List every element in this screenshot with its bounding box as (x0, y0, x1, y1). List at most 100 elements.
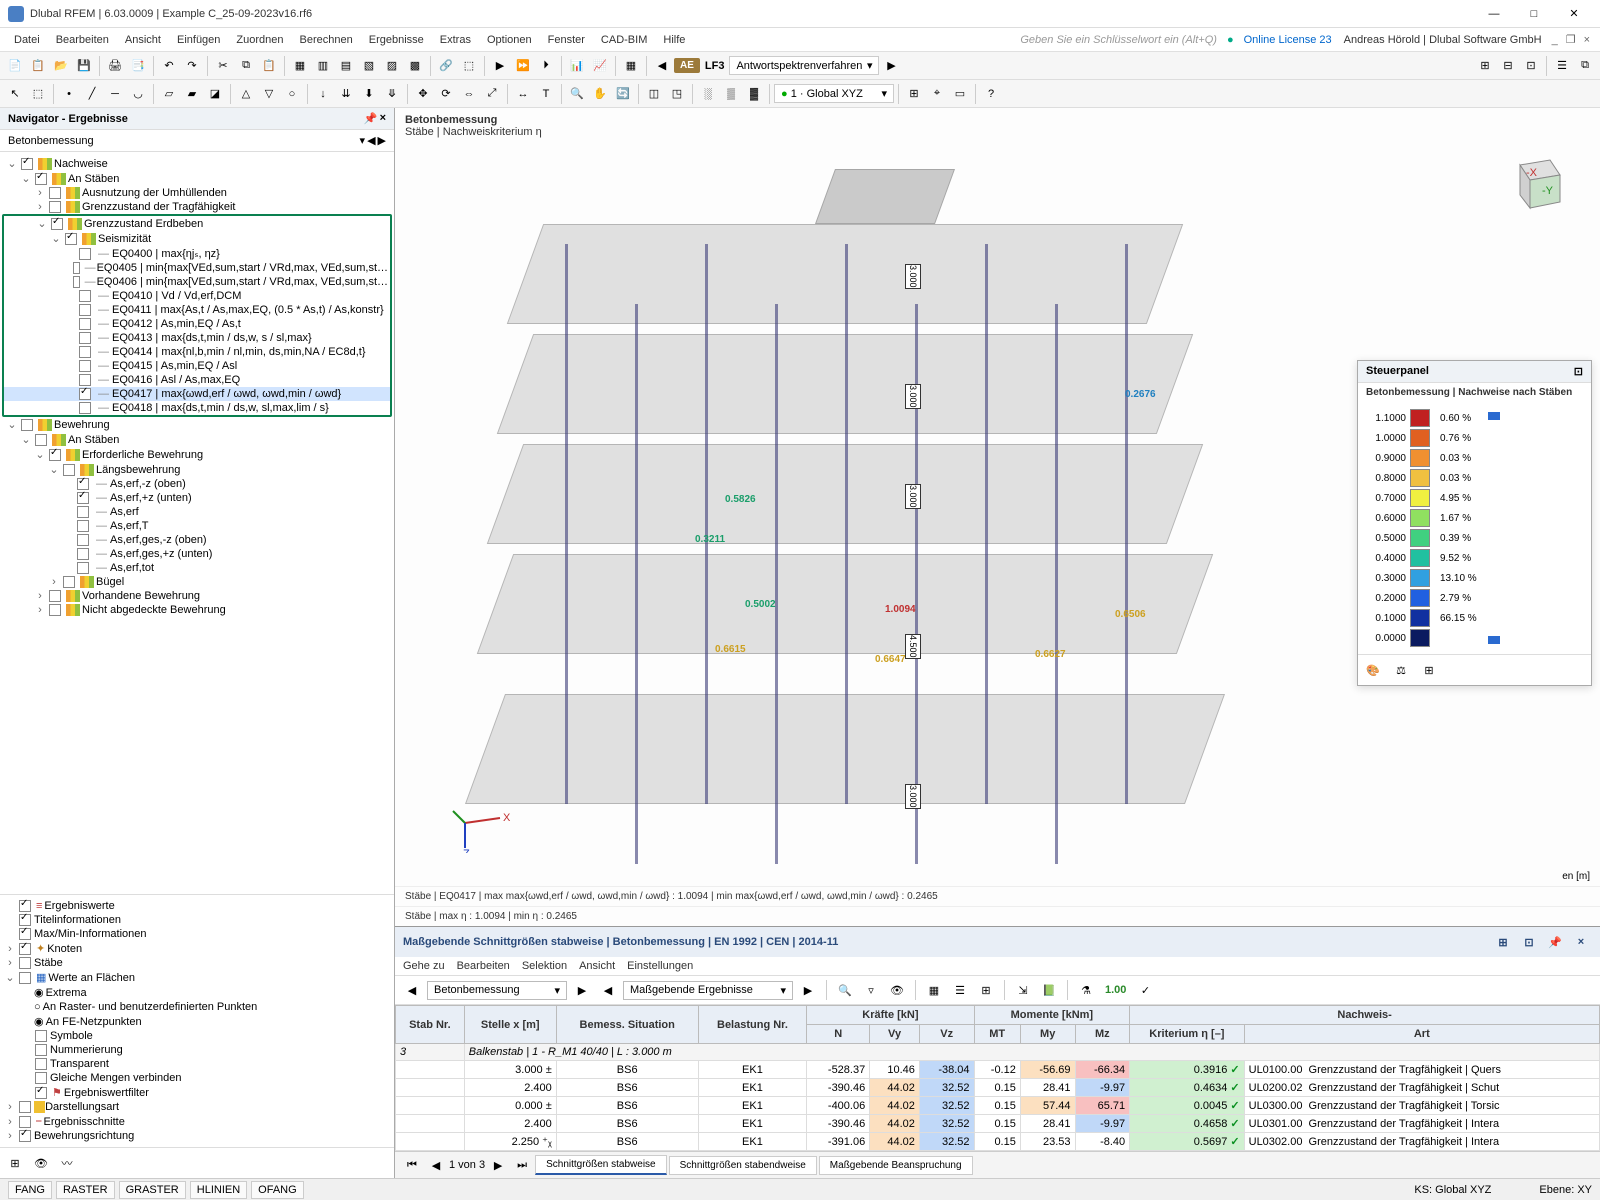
menu-extras[interactable]: Extras (432, 31, 479, 49)
surf2-icon[interactable]: ▰ (181, 83, 203, 105)
menu-hilfe[interactable]: Hilfe (655, 31, 693, 49)
col-mt[interactable]: MT (974, 1025, 1020, 1044)
redo-icon[interactable]: ↷ (181, 55, 203, 77)
sup2-icon[interactable]: ▽ (258, 83, 280, 105)
navigator-close-icon[interactable]: × (380, 112, 386, 125)
nav-next2-icon[interactable]: ▶ (797, 979, 819, 1001)
view6-icon[interactable]: ▩ (404, 55, 426, 77)
shape-icon[interactable]: ⬚ (458, 55, 480, 77)
persp-icon[interactable]: ◳ (666, 83, 688, 105)
tree-eq0414[interactable]: —EQ0414 | max{nl,b,min / nl,min, ds,min,… (4, 345, 390, 359)
tmenu-gehe[interactable]: Gehe zu (403, 960, 445, 972)
rotate-icon[interactable]: ⟳ (435, 83, 457, 105)
tree-seismizitaet[interactable]: ⌄Seismizität (4, 231, 390, 246)
navigator-pin-icon[interactable]: 📌 (364, 112, 378, 125)
tab-schnitt-stabend[interactable]: Schnittgrößen stabendweise (669, 1156, 817, 1175)
tree-eq0418[interactable]: —EQ0418 | max{ds,t,min / ds,w, sl,max,li… (4, 401, 390, 415)
menu-zuordnen[interactable]: Zuordnen (228, 31, 291, 49)
menu-fenster[interactable]: Fenster (540, 31, 593, 49)
table-combo-results[interactable]: Maßgebende Ergebnisse▾ (623, 981, 793, 1000)
opt-gleich[interactable]: Gleiche Mengen verbinden (2, 1071, 392, 1085)
opt-symbole[interactable]: Symbole (2, 1029, 392, 1043)
filter2-icon[interactable]: ⚗ (1075, 979, 1097, 1001)
link-icon[interactable]: 🔗 (435, 55, 457, 77)
help-icon[interactable]: ? (980, 83, 1002, 105)
cp-tab1-icon[interactable]: 🎨 (1362, 659, 1384, 681)
col-stab[interactable]: Stab Nr. (396, 1006, 465, 1044)
tree-ausnutzung[interactable]: ›Ausnutzung der Umhüllenden (2, 186, 392, 200)
table-icon[interactable]: ▦ (620, 55, 642, 77)
tree-as-1[interactable]: —As,erf,+z (unten) (2, 491, 392, 505)
save-icon[interactable]: 💾 (73, 55, 95, 77)
menu-ansicht[interactable]: Ansicht (117, 31, 169, 49)
template-icon[interactable]: 📋 (27, 55, 49, 77)
nav-prev2-icon[interactable]: ◀ (597, 979, 619, 1001)
nav-prev-icon[interactable]: ◀ (367, 134, 375, 147)
menu-cadbim[interactable]: CAD-BIM (593, 31, 655, 49)
view5-icon[interactable]: ▨ (381, 55, 403, 77)
nav-dropdown-icon[interactable]: ▾ (360, 134, 366, 147)
scale-icon[interactable]: ⤢ (481, 83, 503, 105)
tree-as-4[interactable]: —As,erf,ges,-z (oben) (2, 533, 392, 547)
copy-icon[interactable]: ⧉ (235, 55, 257, 77)
col-situation[interactable]: Bemess. Situation (556, 1006, 698, 1044)
tmenu-bearb[interactable]: Bearbeiten (457, 960, 510, 972)
table-row[interactable]: 2.250 ⁺ᵪBS6EK1-391.0644.0232.520.1523.53… (396, 1133, 1600, 1151)
orbit-icon[interactable]: 🔄 (612, 83, 634, 105)
tree-grenzerdbeben[interactable]: ⌄Grenzzustand Erdbeben (4, 216, 390, 231)
slider-top-icon[interactable] (1488, 412, 1500, 420)
col-belastung[interactable]: Belastung Nr. (698, 1006, 807, 1044)
load1-icon[interactable]: ↓ (312, 83, 334, 105)
arc-icon[interactable]: ◡ (127, 83, 149, 105)
snap-ofang[interactable]: OFANG (251, 1181, 304, 1199)
mirror-icon[interactable]: ⇔ (458, 83, 480, 105)
tab-massgeb[interactable]: Maßgebende Beanspruchung (819, 1156, 973, 1175)
menu-optionen[interactable]: Optionen (479, 31, 540, 49)
tp-close-icon[interactable]: × (1570, 931, 1592, 953)
col-my[interactable]: My (1020, 1025, 1075, 1044)
license-link[interactable]: Online License 23 (1238, 34, 1338, 46)
zoom-sel-icon[interactable]: 🔍 (834, 979, 856, 1001)
new-icon[interactable]: 📄 (4, 55, 26, 77)
search-hint[interactable]: Geben Sie ein Schlüsselwort ein (Alt+Q) (1014, 34, 1223, 46)
tp-btn1-icon[interactable]: ⊞ (1492, 931, 1514, 953)
dim-tool-icon[interactable]: ↔ (512, 83, 534, 105)
open-icon[interactable]: 📂 (50, 55, 72, 77)
tree-as-0[interactable]: —As,erf,-z (oben) (2, 477, 392, 491)
line-icon[interactable]: ─ (104, 83, 126, 105)
menu-bearbeiten[interactable]: Bearbeiten (48, 31, 117, 49)
cs-combo[interactable]: ● 1 · Global XYZ▾ (774, 84, 894, 103)
opt-darstellung[interactable]: › Darstellungsart (2, 1100, 392, 1114)
view3-icon[interactable]: ▤ (335, 55, 357, 77)
export-icon[interactable]: ⇲ (1012, 979, 1034, 1001)
tree-eq0417[interactable]: —EQ0417 | max{ωwd,erf / ωwd, ωwd,min / ω… (4, 387, 390, 401)
nav-prev1-icon[interactable]: ◀ (401, 979, 423, 1001)
col-stelle[interactable]: Stelle x [m] (464, 1006, 556, 1044)
tree-as-6[interactable]: —As,erf,tot (2, 561, 392, 575)
tree-eq0415[interactable]: —EQ0415 | As,min,EQ / Asl (4, 359, 390, 373)
opt-knoten[interactable]: ›✦Knoten (2, 941, 392, 956)
tree-bewehrung[interactable]: ⌄Bewehrung (2, 417, 392, 432)
tree-an-staeben[interactable]: ⌄An Stäben (2, 171, 392, 186)
col-eta[interactable]: Kriterium η [–] (1130, 1025, 1244, 1044)
table-row[interactable]: 2.400BS6EK1-390.4644.0232.520.1528.41-9.… (396, 1115, 1600, 1133)
menu-ergebnisse[interactable]: Ergebnisse (361, 31, 432, 49)
cp-close-icon[interactable]: ⊡ (1574, 365, 1583, 378)
view4-icon[interactable]: ▧ (358, 55, 380, 77)
col-vz[interactable]: Vz (919, 1025, 974, 1044)
table-group-row[interactable]: 3Balkenstab | 1 - R_M1 40/40 | L : 3.000… (396, 1044, 1600, 1061)
menu-datei[interactable]: Datei (6, 31, 48, 49)
mdi-min-icon[interactable]: _ (1548, 34, 1562, 46)
grid-icon[interactable]: ⊞ (903, 83, 925, 105)
pointer-icon[interactable]: ↖ (4, 83, 26, 105)
opt-nummer[interactable]: Nummerierung (2, 1043, 392, 1057)
table-row[interactable]: 3.000 ±BS6EK1-528.3710.46-38.04-0.12-56.… (396, 1061, 1600, 1079)
snap-icon[interactable]: ⌖ (926, 83, 948, 105)
table-row[interactable]: 0.000 ±BS6EK1-400.0644.0232.520.1557.446… (396, 1097, 1600, 1115)
loadcase-combo[interactable]: Antwortspektrenverfahren▾ (729, 56, 879, 75)
opt-filter[interactable]: ⚑Ergebniswertfilter (2, 1085, 392, 1100)
tmenu-einst[interactable]: Einstellungen (627, 960, 693, 972)
tree-buegel[interactable]: ›Bügel (2, 575, 392, 589)
page-prev-icon[interactable]: ◀ (425, 1154, 447, 1176)
check-icon[interactable]: ✓ (1134, 979, 1156, 1001)
